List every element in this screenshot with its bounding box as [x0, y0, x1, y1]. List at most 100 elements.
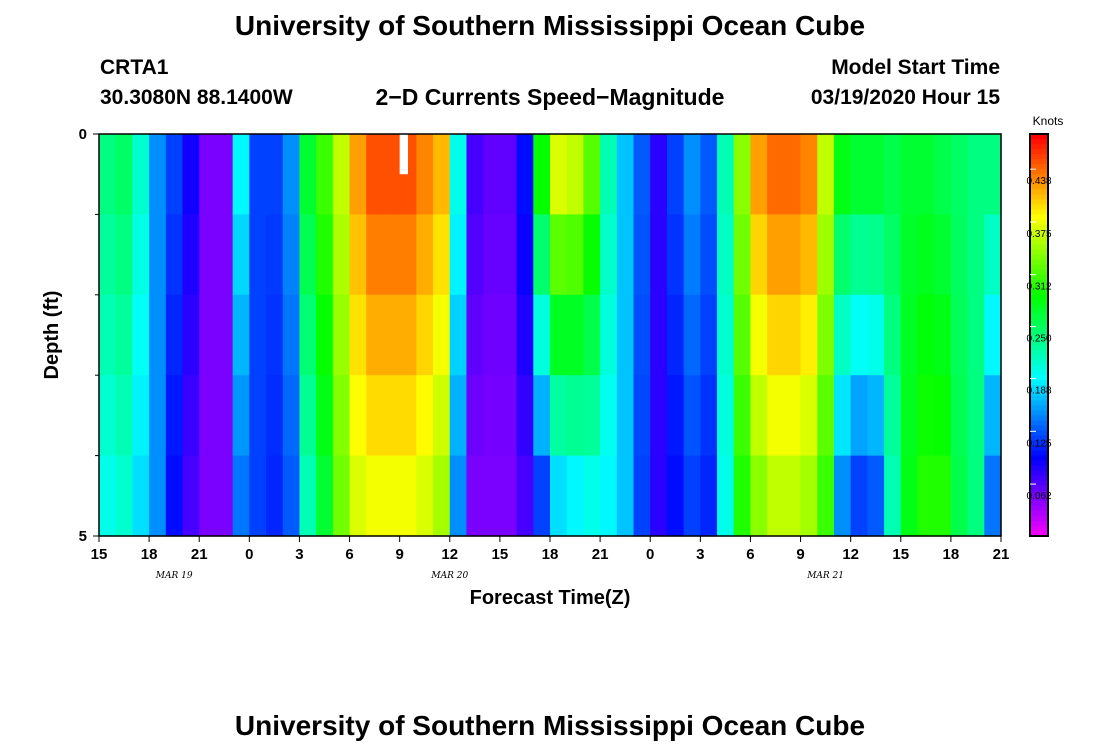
colorbar-swatch — [1030, 149, 1048, 155]
heat-cell — [984, 375, 1002, 457]
x-tick-label: 3 — [295, 546, 303, 563]
heat-cell — [165, 214, 184, 296]
heat-cell — [683, 214, 701, 296]
heat-cell — [232, 214, 250, 296]
x-tick-label: 18 — [542, 546, 559, 563]
colorbar-swatch — [1030, 435, 1048, 442]
heat-cell — [650, 214, 668, 296]
heat-cell — [165, 375, 184, 457]
heat-cell — [332, 375, 351, 457]
heat-cell — [733, 134, 752, 215]
heat-cell — [800, 455, 818, 537]
heat-cell — [867, 455, 885, 537]
heat-cell — [700, 134, 718, 215]
heat-cell — [783, 214, 802, 296]
main-title: University of Southern Mississippi Ocean… — [234, 10, 866, 41]
heat-cell — [850, 375, 868, 457]
colorbar-swatch — [1030, 370, 1048, 376]
colorbar-swatch — [1030, 269, 1048, 276]
heat-cell — [917, 214, 935, 296]
heat-cell — [967, 294, 985, 376]
heat-cell — [566, 294, 585, 376]
heat-cell — [783, 294, 802, 376]
heat-cell — [967, 134, 985, 215]
heat-cell — [800, 375, 818, 457]
heat-cell — [215, 455, 234, 537]
heat-cell — [550, 134, 568, 215]
heat-cell — [633, 214, 651, 296]
heat-cell — [382, 294, 401, 376]
heat-cell — [232, 294, 250, 376]
heat-cell — [800, 294, 818, 376]
heat-cell — [382, 455, 401, 537]
colorbar-swatch — [1030, 520, 1048, 527]
colorbar-tick-label: 0.312 — [1026, 282, 1051, 293]
colorbar-swatch — [1030, 505, 1048, 512]
colorbar-swatch — [1030, 294, 1048, 301]
heat-cell — [215, 214, 234, 296]
colorbar-swatch — [1030, 480, 1048, 487]
heat-cell — [884, 294, 902, 376]
heat-cell — [199, 294, 217, 376]
heat-cell — [650, 455, 668, 537]
heat-cell — [833, 134, 852, 215]
heat-cell — [616, 455, 635, 537]
heat-cell — [182, 214, 200, 296]
chart-subtitle: 2−D Currents Speed−Magnitude — [375, 84, 725, 110]
heat-cell — [917, 134, 935, 215]
heat-cell — [266, 375, 284, 457]
heat-cell — [399, 214, 417, 296]
heat-cell — [99, 455, 117, 537]
heat-cell — [767, 134, 785, 215]
heat-cell — [884, 214, 902, 296]
heat-cell — [516, 455, 534, 537]
heat-cell — [266, 134, 284, 215]
heatmap-cells — [99, 134, 1002, 537]
colorbar-swatch — [1030, 335, 1048, 341]
colorbar-swatch — [1030, 390, 1048, 396]
colorbar-swatch — [1030, 219, 1048, 226]
heat-cell — [199, 214, 217, 296]
colorbar-swatch — [1030, 420, 1048, 427]
heat-cell — [299, 455, 317, 537]
colorbar-swatch — [1030, 355, 1048, 361]
heat-cell — [583, 375, 601, 457]
heat-cell — [466, 134, 484, 215]
heat-cell — [382, 375, 401, 457]
heat-cell — [215, 294, 234, 376]
heat-cell — [967, 214, 985, 296]
colorbar-swatch — [1030, 350, 1048, 356]
date-label: MAR 20 — [430, 571, 468, 581]
heat-cell — [316, 455, 334, 537]
heat-cell — [99, 214, 117, 296]
colorbar-swatch — [1030, 179, 1048, 185]
colorbar-swatch — [1030, 490, 1048, 497]
heat-cell — [850, 134, 868, 215]
x-tick-label: 15 — [492, 546, 509, 563]
heat-cell — [282, 375, 301, 457]
heat-cell — [750, 294, 768, 376]
heat-cell — [967, 375, 985, 457]
heat-cell — [299, 214, 317, 296]
heat-cell — [316, 214, 334, 296]
heat-cell — [366, 455, 384, 537]
heat-cell — [767, 375, 785, 457]
heat-cell — [149, 214, 167, 296]
heat-cell — [600, 375, 618, 457]
heat-cell — [466, 294, 484, 376]
heat-cell — [332, 134, 351, 215]
heat-cell — [783, 375, 802, 457]
x-tick-label: 6 — [345, 546, 353, 563]
colorbar-swatch — [1030, 475, 1048, 482]
heat-cell — [934, 455, 952, 537]
heat-cell — [817, 375, 835, 457]
heat-cell — [750, 214, 768, 296]
heat-cell — [449, 134, 468, 215]
colorbar-swatch — [1030, 400, 1048, 406]
colorbar: 0.438 0.375 0.312 0.250 0.188 0.125 0.062 — [1026, 133, 1052, 537]
heat-cell — [232, 455, 250, 537]
heat-cell — [533, 294, 551, 376]
heat-cell — [566, 455, 585, 537]
colorbar-swatch — [1030, 304, 1048, 311]
